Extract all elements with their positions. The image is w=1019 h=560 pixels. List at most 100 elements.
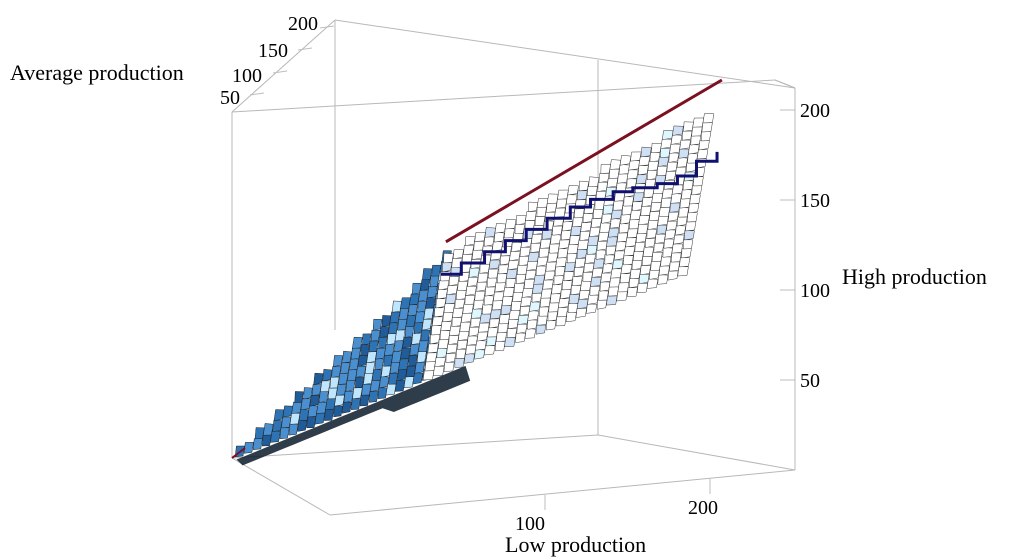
surface-upper-cell	[533, 274, 545, 285]
surface-upper-cell	[567, 302, 579, 313]
surface-lower-cell	[333, 405, 343, 418]
surface-upper-cell	[650, 202, 662, 212]
surface-upper-cell	[663, 238, 675, 249]
surface-upper-cell	[651, 142, 662, 154]
surface-lower-cell	[394, 329, 406, 342]
surface-upper-cell	[590, 276, 602, 287]
surface-upper-cell	[608, 285, 619, 297]
surface-upper-cell	[690, 135, 701, 146]
surface-upper-cell	[670, 134, 683, 145]
surface-lower-cell	[399, 307, 409, 320]
surface-upper-cell	[645, 238, 656, 248]
surface-upper-cell	[531, 292, 542, 303]
surface-upper-cell	[620, 263, 633, 275]
surface-upper-cell	[634, 241, 646, 253]
surface-shadow	[236, 365, 471, 466]
surface-lower-cell	[324, 409, 335, 421]
surface-upper-cell	[579, 290, 590, 300]
surface-upper-cell	[576, 249, 588, 259]
surface-lower-cell	[374, 358, 384, 371]
surface-upper-cell	[688, 144, 700, 155]
surface-upper-cell	[578, 180, 589, 192]
surface-upper-cell	[468, 267, 480, 278]
surface-lower-cell	[404, 325, 415, 338]
surface-upper-cell	[580, 280, 592, 291]
surface-upper-cell	[537, 314, 548, 326]
surface-upper-cell	[602, 204, 614, 215]
surface-lower-cell	[340, 362, 351, 374]
surface-upper-cell	[473, 299, 484, 310]
surface-upper-cell	[606, 236, 618, 247]
surface-upper-cell	[617, 173, 629, 184]
surface-upper-cell	[512, 291, 524, 302]
surface-upper-cell	[657, 274, 669, 285]
surface-upper-cell	[587, 294, 599, 305]
surface-lower-cell	[369, 391, 379, 403]
surface-upper-cell	[524, 279, 535, 289]
surface-upper-cell	[570, 284, 582, 295]
surface-upper-cell	[443, 361, 455, 372]
surface-lower-cell	[370, 329, 381, 342]
surface-upper-cell	[610, 268, 622, 279]
surface-upper-cell	[422, 370, 435, 381]
surface-upper-cell	[514, 223, 525, 235]
surface-lower-cell	[279, 427, 290, 440]
surface-upper-cell	[693, 176, 704, 187]
surface-upper-cell	[598, 290, 609, 301]
surface-upper-cell	[635, 232, 647, 244]
surface-upper-cell	[502, 287, 515, 298]
surface-upper-cell	[494, 281, 506, 293]
surface-upper-cell	[465, 236, 476, 246]
surface-upper-cell	[632, 201, 643, 212]
surface-upper-cell	[702, 113, 715, 124]
surface-upper-cell	[589, 226, 601, 237]
surface-upper-cell	[639, 273, 650, 284]
surface-upper-cell	[457, 340, 468, 350]
surface-upper-cell	[689, 193, 701, 205]
surface-upper-cell	[600, 164, 611, 174]
surface-upper-cell	[593, 208, 604, 219]
high-tick-150: 150	[800, 190, 830, 212]
surface-upper-cell	[517, 264, 528, 275]
surface-upper-cell	[660, 138, 672, 149]
surface-upper-cell	[630, 151, 642, 162]
reference-line	[445, 78, 723, 244]
surface-lower-cell	[314, 412, 326, 425]
surface-upper-cell	[655, 233, 666, 244]
surface-upper-cell	[682, 180, 694, 191]
surface-upper-cell	[515, 215, 527, 226]
surface-upper-cell	[489, 309, 502, 320]
surface-upper-cell	[435, 298, 447, 309]
surface-upper-cell	[589, 286, 601, 296]
surface-upper-cell	[653, 242, 665, 253]
surface-upper-cell	[434, 307, 445, 318]
surface-upper-cell	[596, 299, 608, 310]
surface-upper-cell	[651, 252, 663, 262]
surface-upper-cell	[691, 185, 703, 196]
surface-upper-cell	[656, 224, 668, 235]
surface-upper-cell	[546, 193, 559, 204]
surface-upper-cell	[501, 295, 513, 307]
surface-upper-cell	[531, 234, 543, 244]
surface-upper-cell	[665, 171, 677, 181]
surface-upper-cell	[456, 289, 467, 300]
surface-upper-cell	[576, 298, 589, 309]
surface-upper-cell	[483, 345, 496, 356]
surface-upper-cell	[486, 336, 497, 347]
surface-lower-cell	[334, 394, 345, 407]
surface-upper-cell	[507, 260, 519, 271]
surface-upper-cell	[628, 159, 640, 171]
surface-lower-cell	[426, 285, 438, 299]
surface-upper-cell	[614, 191, 626, 202]
surface-upper-cell	[546, 319, 557, 331]
surface-upper-cell	[495, 332, 507, 343]
surface-lower-cell	[309, 395, 320, 407]
surface-upper-cell	[486, 276, 498, 288]
surface-upper-cell	[436, 347, 448, 359]
surface-upper-cell	[637, 223, 649, 235]
surface-upper-cell	[474, 290, 486, 301]
surface-upper-cell	[560, 289, 572, 300]
surface-upper-cell	[610, 209, 623, 220]
surface-lower-cell	[414, 362, 425, 374]
